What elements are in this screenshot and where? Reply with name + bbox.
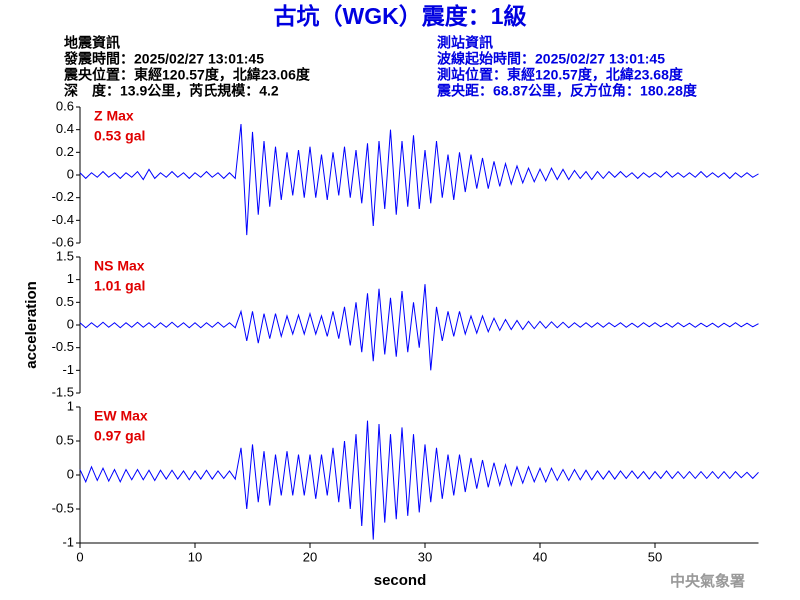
waveform <box>79 123 759 236</box>
header-line: 發震時間：2025/02/27 13:01:45 <box>63 51 264 67</box>
y-tick-label: 1.5 <box>56 248 74 263</box>
header-right: 測站資訊 波線起始時間：2025/02/27 13:01:45 測站位置：東經1… <box>436 35 698 99</box>
y-tick-label: -0.2 <box>52 189 74 204</box>
y-tick-label: -1.5 <box>52 384 74 399</box>
component-label: Z Max <box>94 108 134 124</box>
y-tick-label: -1 <box>62 362 74 377</box>
x-tick-label: 20 <box>303 549 317 564</box>
y-tick-label: 0.2 <box>56 144 74 159</box>
max-value-label: 1.01 gal <box>94 278 145 294</box>
x-tick-label: 30 <box>418 549 432 564</box>
header-line: 測站資訊 <box>437 35 493 51</box>
header-line: 深 度：13.9公里，芮氏規模：4.2 <box>64 83 279 99</box>
x-tick-label: 40 <box>533 549 547 564</box>
y-tick-label: 0.5 <box>56 294 74 309</box>
y-tick-label: 1 <box>67 271 74 286</box>
header-line: 地震資訊 <box>64 35 120 51</box>
y-tick-label: 1 <box>67 398 74 413</box>
y-tick-label: 0.4 <box>56 121 74 136</box>
header-line: 波線起始時間：2025/02/27 13:01:45 <box>437 51 665 67</box>
waveform <box>79 420 759 540</box>
header-line: 震央位置：東經120.57度，北緯23.06度 <box>63 67 311 83</box>
y-tick-label: 0.5 <box>56 432 74 447</box>
y-axis-label: acceleration <box>23 281 40 369</box>
y-tick-label: 0 <box>67 166 74 181</box>
chart-title: 古坑（WGK）震度：1級 <box>274 3 527 29</box>
y-tick-label: -0.4 <box>52 212 74 227</box>
y-tick-label: 0 <box>67 316 74 331</box>
y-tick-label: -0.6 <box>52 234 74 249</box>
max-value-label: 0.53 gal <box>94 128 145 144</box>
y-tick-label: 0 <box>67 466 74 481</box>
x-tick-label: 50 <box>648 549 662 564</box>
header-line: 測站位置：東經120.57度，北緯23.68度 <box>437 67 684 83</box>
component-label: NS Max <box>94 258 145 274</box>
waveform <box>79 284 759 371</box>
footer: 中央氣象署 <box>670 572 745 590</box>
header-left: 地震資訊 發震時間：2025/02/27 13:01:45 震央位置：東經120… <box>63 35 311 99</box>
x-axis-label: second <box>374 572 427 589</box>
header-line: 震央距：68.87公里，反方位角：180.28度 <box>436 83 698 99</box>
y-tick-label: 0.6 <box>56 98 74 113</box>
x-tick-label: 10 <box>188 549 202 564</box>
x-tick-label: 0 <box>76 549 83 564</box>
component-label: EW Max <box>94 408 148 424</box>
y-tick-label: -1 <box>62 534 74 549</box>
max-value-label: 0.97 gal <box>94 428 145 444</box>
y-tick-label: -0.5 <box>52 339 74 354</box>
y-tick-label: -0.5 <box>52 500 74 515</box>
